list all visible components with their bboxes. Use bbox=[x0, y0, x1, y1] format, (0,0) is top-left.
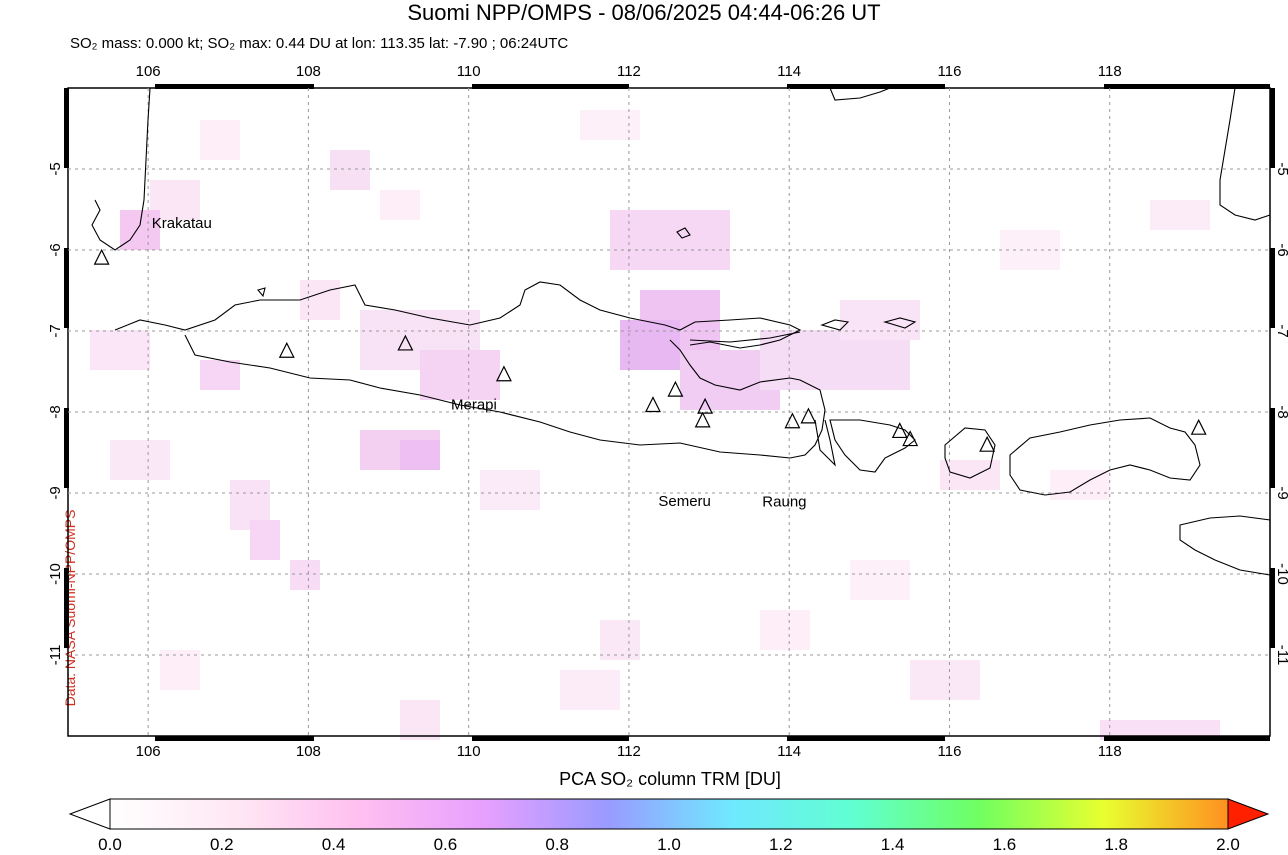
lat-tick-label-left: -10 bbox=[47, 563, 64, 585]
lon-tick-label-top: 106 bbox=[136, 63, 161, 80]
colorbar-tick-label: 0.8 bbox=[545, 835, 570, 854]
lat-tick-label-right: -8 bbox=[1274, 405, 1288, 418]
colorbar-bar bbox=[109, 798, 1229, 830]
java-north-coast bbox=[114, 281, 802, 349]
volcano-triangle-icon bbox=[495, 365, 512, 382]
lat-tick-label-left: -6 bbox=[47, 243, 64, 256]
volcano-triangle-icon bbox=[697, 397, 714, 414]
volcano-labels: Krakatau Merapi Semeru Raung bbox=[152, 215, 807, 511]
colorbar-max-arrow bbox=[1227, 798, 1270, 830]
coastlines bbox=[91, 87, 1271, 576]
lon-tick-label-bottom: 114 bbox=[777, 743, 801, 760]
lon-tick-label-bottom: 112 bbox=[617, 743, 641, 760]
colorbar-min-arrow bbox=[68, 798, 111, 830]
lat-tick-label-left: -7 bbox=[47, 324, 64, 337]
volcano-triangle-icon bbox=[93, 248, 110, 265]
volcano-markers bbox=[93, 248, 1207, 452]
lon-tick-label-top: 116 bbox=[938, 63, 962, 80]
volcano-label: Semeru bbox=[658, 493, 711, 510]
lon-tick-label-top: 108 bbox=[296, 63, 321, 80]
volcano-triangle-icon bbox=[645, 396, 661, 413]
sulawesi-coast bbox=[1219, 87, 1271, 221]
volcano-triangle-icon bbox=[979, 435, 996, 452]
bawean bbox=[820, 319, 850, 331]
colorbar-tick-label: 2.0 bbox=[1216, 835, 1240, 854]
borneo-coast bbox=[829, 87, 891, 101]
map-border-bars bbox=[64, 84, 1275, 741]
lon-tick-label-top: 112 bbox=[617, 63, 641, 80]
so2-map: Krakatau Merapi Semeru Raung 106 106 108 108 11… bbox=[47, 63, 1288, 760]
lon-tick-label-top: 118 bbox=[1098, 63, 1122, 80]
panaitan bbox=[257, 287, 266, 298]
lat-tick-label-right: -6 bbox=[1274, 243, 1288, 256]
volcano-triangle-icon bbox=[902, 430, 919, 447]
gridlines bbox=[68, 88, 1270, 736]
volcano-triangle-icon bbox=[891, 422, 908, 439]
volcano-label: Krakatau bbox=[152, 215, 212, 232]
map-title: Suomi NPP/OMPS - 08/06/2025 04:44-06:26 … bbox=[407, 0, 881, 25]
lon-tick-label-top: 110 bbox=[457, 63, 481, 80]
sumbawa-coast bbox=[1009, 417, 1201, 496]
lat-tick-label-right: -7 bbox=[1274, 324, 1288, 337]
lat-tick-label-left: -5 bbox=[47, 162, 64, 175]
lon-tick-label-bottom: 106 bbox=[136, 743, 161, 760]
lon-tick-label-top: 114 bbox=[777, 63, 801, 80]
lat-tick-label-right: -11 bbox=[1274, 645, 1288, 666]
axis-labels: 106 106 108 108 110 110 112 112 114 114 116 116 118 1… bbox=[47, 63, 1288, 760]
lon-tick-label-bottom: 110 bbox=[457, 743, 481, 760]
map-subtitle: SO₂ mass: 0.000 kt; SO₂ max: 0.44 DU at … bbox=[70, 35, 569, 52]
lat-tick-label-left: -8 bbox=[47, 405, 64, 418]
colorbar-tick-label: 0.0 bbox=[98, 835, 122, 854]
lon-tick-label-bottom: 108 bbox=[296, 743, 321, 760]
east-java-tip bbox=[814, 419, 836, 467]
volcano-triangle-icon bbox=[694, 411, 711, 428]
volcano-label: Merapi bbox=[451, 397, 497, 414]
colorbar-tick-label: 1.2 bbox=[768, 835, 793, 854]
karimunjawa bbox=[676, 227, 691, 239]
volcano-triangle-icon bbox=[278, 341, 295, 358]
colorbar-tick-label: 1.6 bbox=[992, 835, 1017, 854]
volcano-label: Raung bbox=[762, 494, 806, 511]
colorbar-tick-label: 0.2 bbox=[209, 835, 234, 854]
volcano-triangle-icon bbox=[1190, 418, 1207, 435]
so2-pixels bbox=[90, 110, 1220, 740]
volcano-triangle-icon bbox=[667, 380, 684, 397]
lat-tick-label-right: -9 bbox=[1274, 486, 1288, 499]
colorbar-tick-label: 1.0 bbox=[657, 835, 681, 854]
colorbar-tick-label: 1.8 bbox=[1104, 835, 1129, 854]
bali-coast bbox=[829, 419, 916, 473]
lat-tick-label-left: -9 bbox=[47, 486, 64, 499]
lat-tick-label-left: -11 bbox=[47, 645, 64, 666]
lombok-coast bbox=[944, 427, 996, 479]
sumba-coast bbox=[1179, 515, 1271, 576]
colorbar-title: PCA SO₂ column TRM [DU] bbox=[559, 769, 781, 789]
colorbar-tick-label: 1.4 bbox=[880, 835, 905, 854]
volcano-triangle-icon bbox=[800, 407, 817, 424]
sumatra-coast bbox=[91, 87, 151, 251]
lat-tick-label-right: -10 bbox=[1274, 563, 1288, 585]
kangean bbox=[882, 317, 917, 329]
colorbar-tick-label: 0.4 bbox=[321, 835, 346, 854]
lon-tick-label-bottom: 116 bbox=[938, 743, 962, 760]
volcano-triangle-icon bbox=[397, 334, 414, 351]
colorbar-tick-label: 0.6 bbox=[433, 835, 458, 854]
lat-tick-label-right: -5 bbox=[1274, 162, 1288, 175]
map-frame bbox=[67, 87, 1271, 737]
lon-tick-label-bottom: 118 bbox=[1098, 743, 1122, 760]
volcano-triangle-icon bbox=[784, 412, 801, 429]
java-south-coast bbox=[184, 334, 826, 459]
madura-coast bbox=[689, 331, 801, 343]
